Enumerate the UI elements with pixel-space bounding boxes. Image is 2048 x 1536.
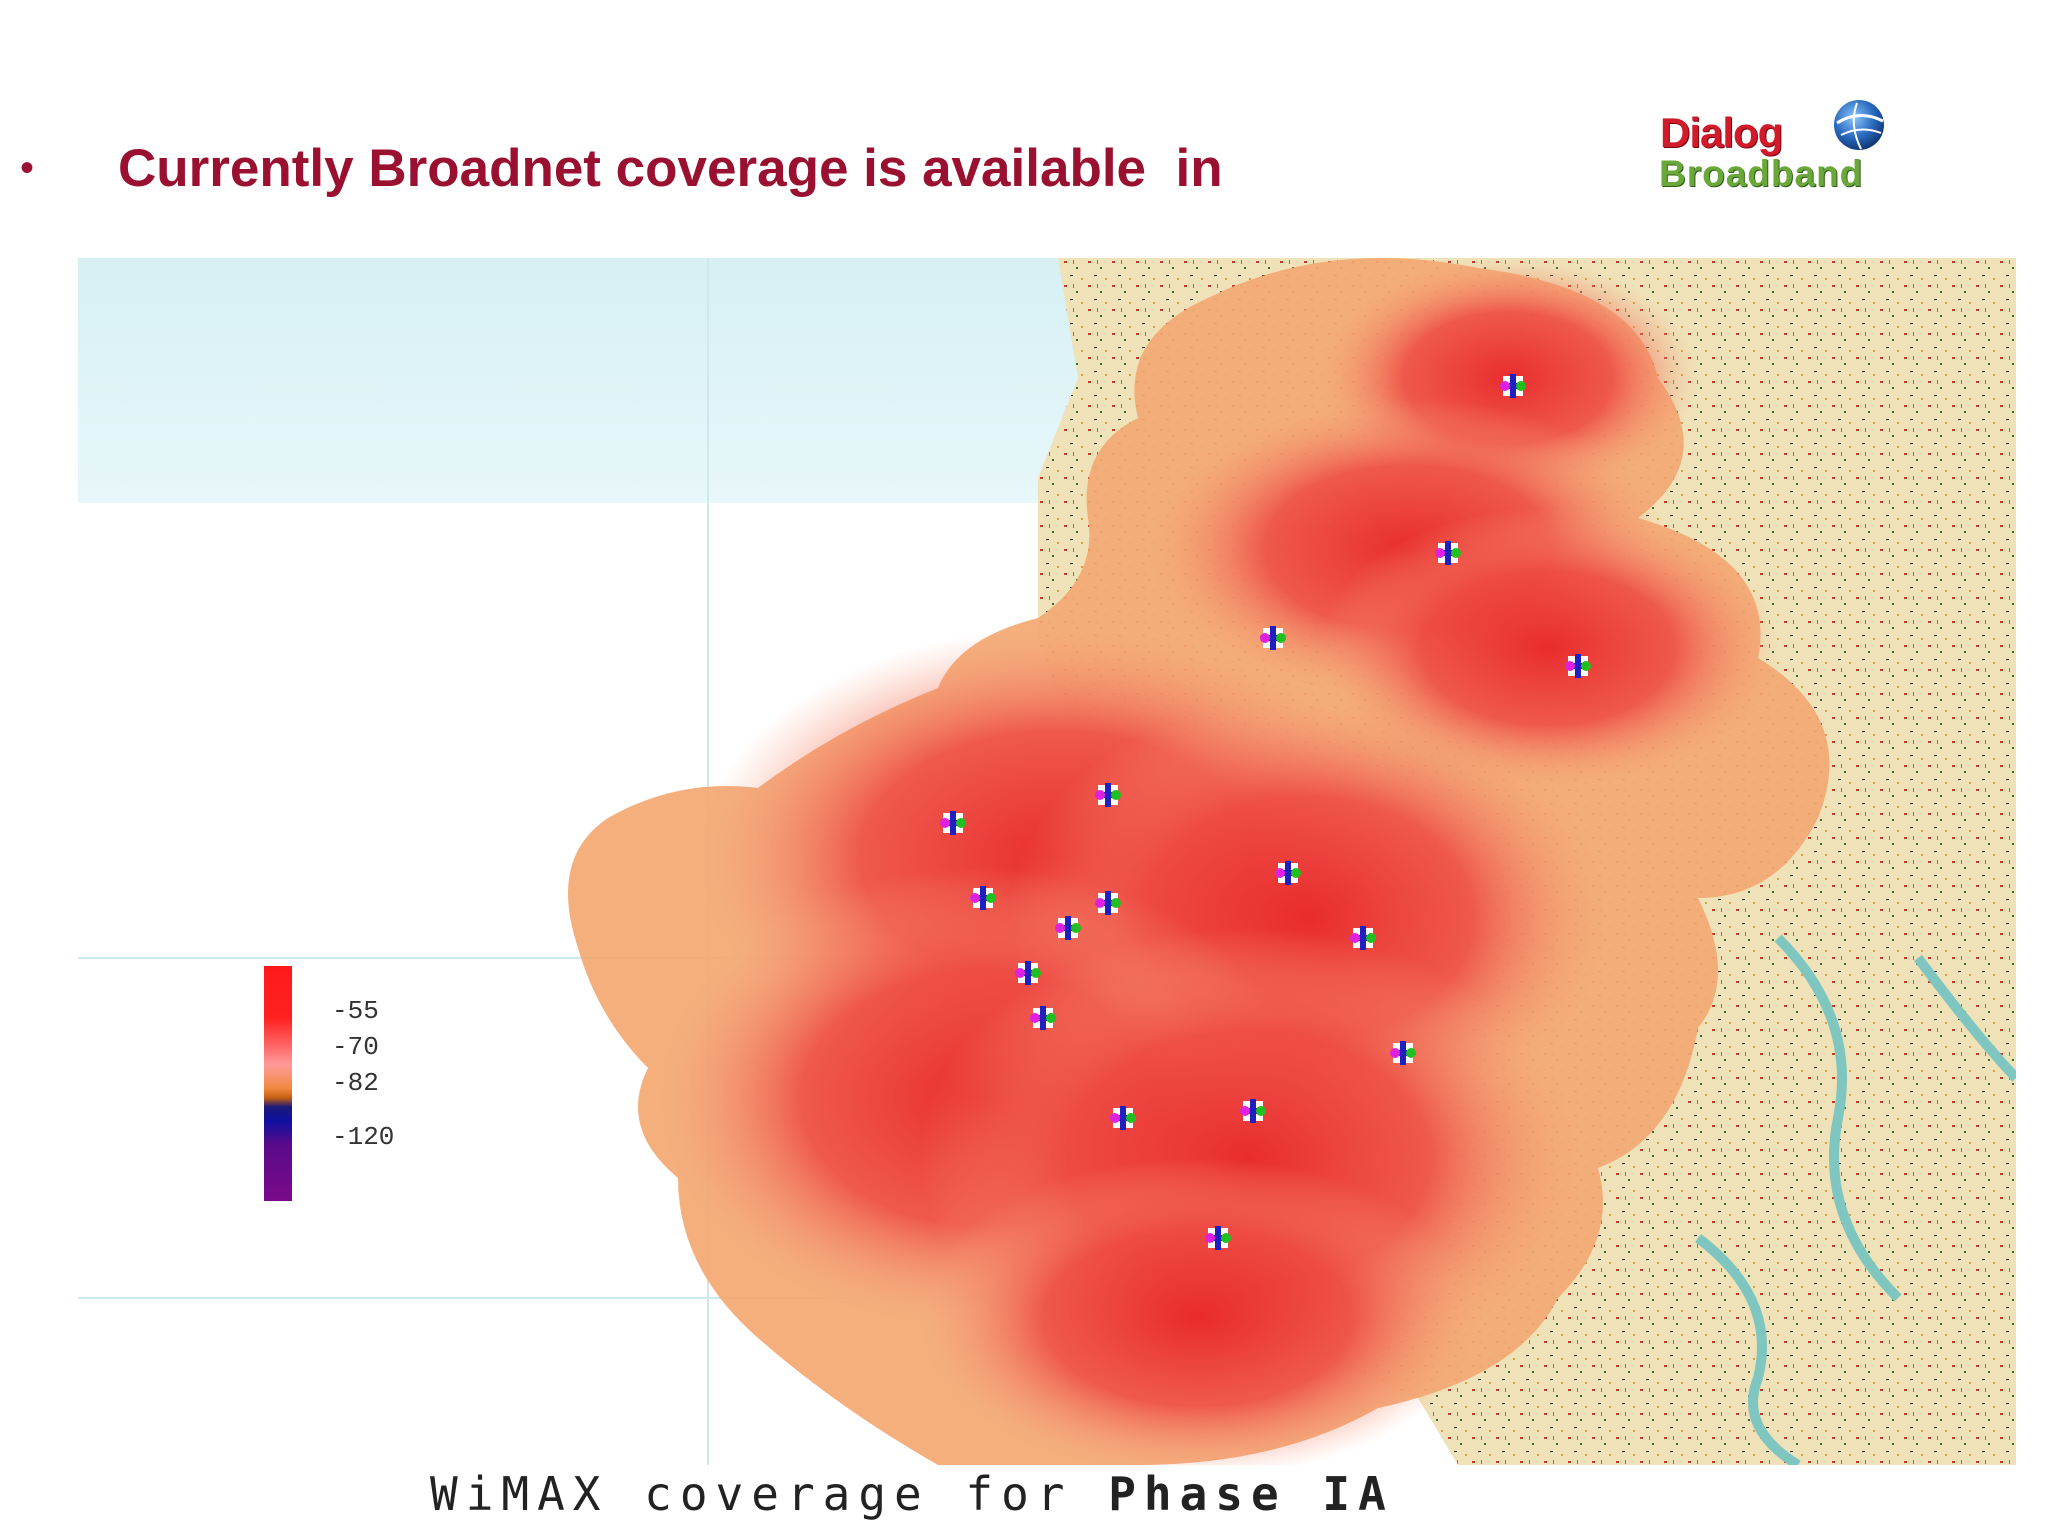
- logo-broadband-text: Broadband: [1659, 153, 1864, 194]
- globe-icon: [1834, 100, 1884, 150]
- base-station-icon: [1030, 1006, 1056, 1030]
- base-station-icon: [940, 811, 966, 835]
- base-station-icon: [1435, 541, 1461, 565]
- signal-legend: -55 -70 -82 -120: [262, 966, 462, 1206]
- legend-label: -82: [332, 1068, 379, 1098]
- rivers: [1694, 934, 2016, 1465]
- dialog-broadband-logo: Dialog Broadband: [1655, 95, 1915, 200]
- base-station-icon: [1565, 654, 1591, 678]
- base-station-icon: [1110, 1106, 1136, 1130]
- base-station-icon: [1275, 861, 1301, 885]
- legend-label: -55: [332, 996, 379, 1026]
- base-station-icon: [1500, 374, 1526, 398]
- base-station-icon: [1015, 961, 1041, 985]
- base-station-icon: [1390, 1041, 1416, 1065]
- base-station-sites: [940, 374, 1591, 1250]
- legend-label: -120: [332, 1122, 395, 1152]
- logo-dialog-text: Dialog: [1660, 109, 1783, 156]
- base-station-icon: [970, 886, 996, 910]
- caption-text: WiMAX coverage for: [430, 1467, 1109, 1521]
- bullet-icon: •: [20, 145, 35, 190]
- heading-row: • Currently Broadnet coverage is availab…: [20, 128, 1223, 208]
- base-station-icon: [1095, 891, 1121, 915]
- base-station-icon: [1205, 1226, 1231, 1250]
- coverage-map: [78, 258, 2016, 1465]
- base-station-icon: [1240, 1099, 1266, 1123]
- legend-color-bar: [264, 966, 292, 1201]
- base-station-icon: [1260, 626, 1286, 650]
- base-station-icon: [1350, 926, 1376, 950]
- base-station-icon: [1055, 916, 1081, 940]
- page-title: Currently Broadnet coverage is available…: [118, 138, 1223, 198]
- caption-phase: Phase IA: [1108, 1467, 1394, 1521]
- legend-label: -70: [332, 1032, 379, 1062]
- base-station-icon: [1095, 783, 1121, 807]
- sea-shaded-area: [78, 258, 1128, 503]
- map-caption: WiMAX coverage for Phase IA: [430, 1467, 1394, 1521]
